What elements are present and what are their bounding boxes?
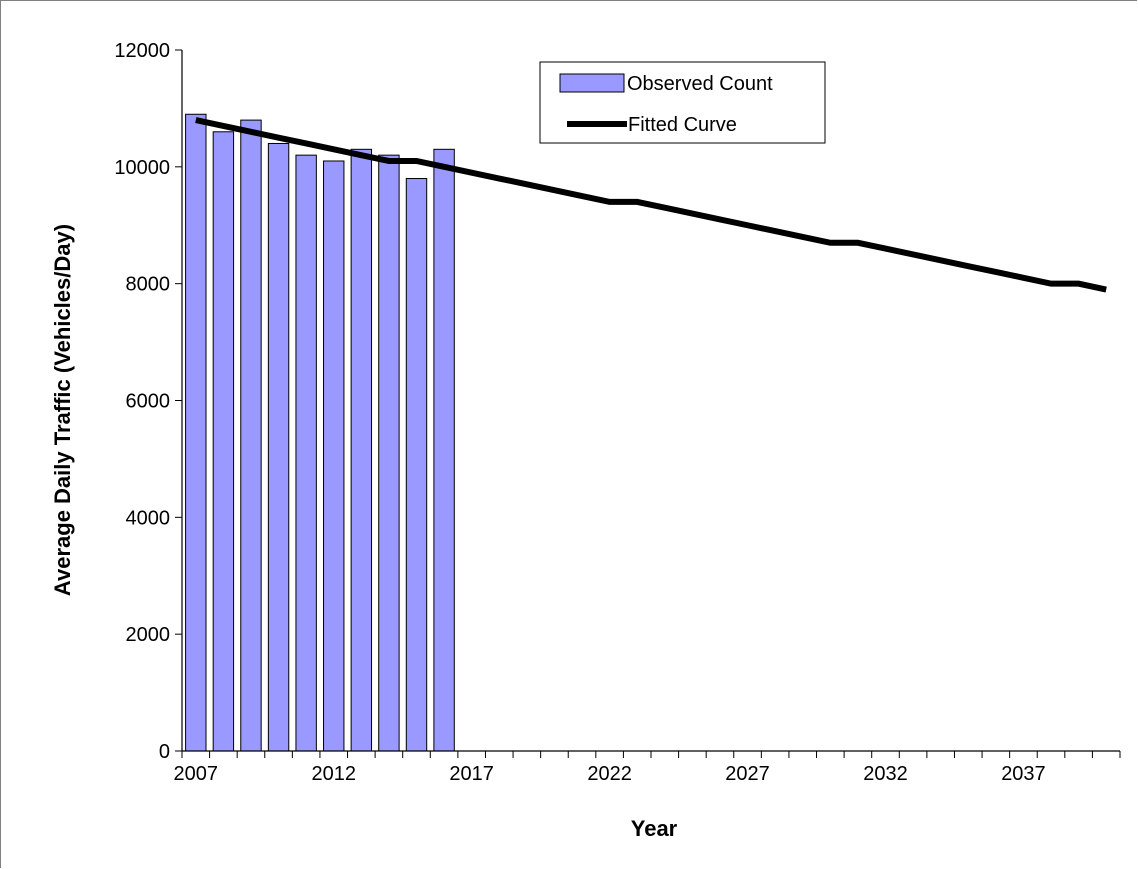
x-ticks: 2007 2012 2017 2022 2027 2032 2037	[174, 751, 1121, 785]
bar-2013	[350, 148, 373, 752]
x-tick-label-2012: 2012	[311, 763, 356, 785]
x-tick-label-2022: 2022	[587, 763, 632, 785]
y-tick-label-2000: 2000	[126, 624, 171, 646]
legend: Observed Count Fitted Curve	[539, 61, 826, 144]
bar-2009	[240, 119, 262, 752]
bar-2015	[405, 178, 428, 752]
fitted-line-layer	[195, 117, 1107, 293]
x-tick-label-2027: 2027	[725, 763, 770, 785]
x-tick-label-2017: 2017	[449, 763, 494, 785]
bar-2008	[212, 131, 235, 752]
y-ticks: 0 2000 4000 6000 8000 10000 12000	[114, 40, 182, 763]
bars-layer	[185, 113, 455, 752]
axes-layer	[181, 50, 1120, 752]
x-axis-title: Year	[631, 816, 678, 841]
legend-fitted-label: Fitted Curve	[628, 114, 737, 136]
y-tick-label-12000: 12000	[114, 40, 170, 62]
y-axis-title: Average Daily Traffic (Vehicles/Day)	[50, 224, 75, 596]
legend-observed-label: Observed Count	[627, 73, 773, 95]
x-tick-label-2032: 2032	[863, 763, 908, 785]
y-tick-label-4000: 4000	[126, 507, 171, 529]
bar-2007	[185, 113, 207, 752]
y-tick-label-10000: 10000	[114, 157, 170, 179]
bar-2012	[323, 160, 345, 752]
y-tick-label-6000: 6000	[126, 391, 171, 413]
x-tick-label-2007: 2007	[174, 763, 219, 785]
bar-2011	[295, 154, 317, 752]
bar-2016	[433, 148, 455, 752]
y-tick-label-0: 0	[159, 741, 170, 763]
x-tick-label-2037: 2037	[1001, 763, 1046, 785]
y-tick-label-8000: 8000	[126, 274, 171, 296]
bar-2010	[267, 142, 290, 752]
legend-observed-swatch	[559, 73, 625, 93]
fitted-curve-line	[195, 117, 1107, 293]
bar-2014	[378, 154, 400, 752]
